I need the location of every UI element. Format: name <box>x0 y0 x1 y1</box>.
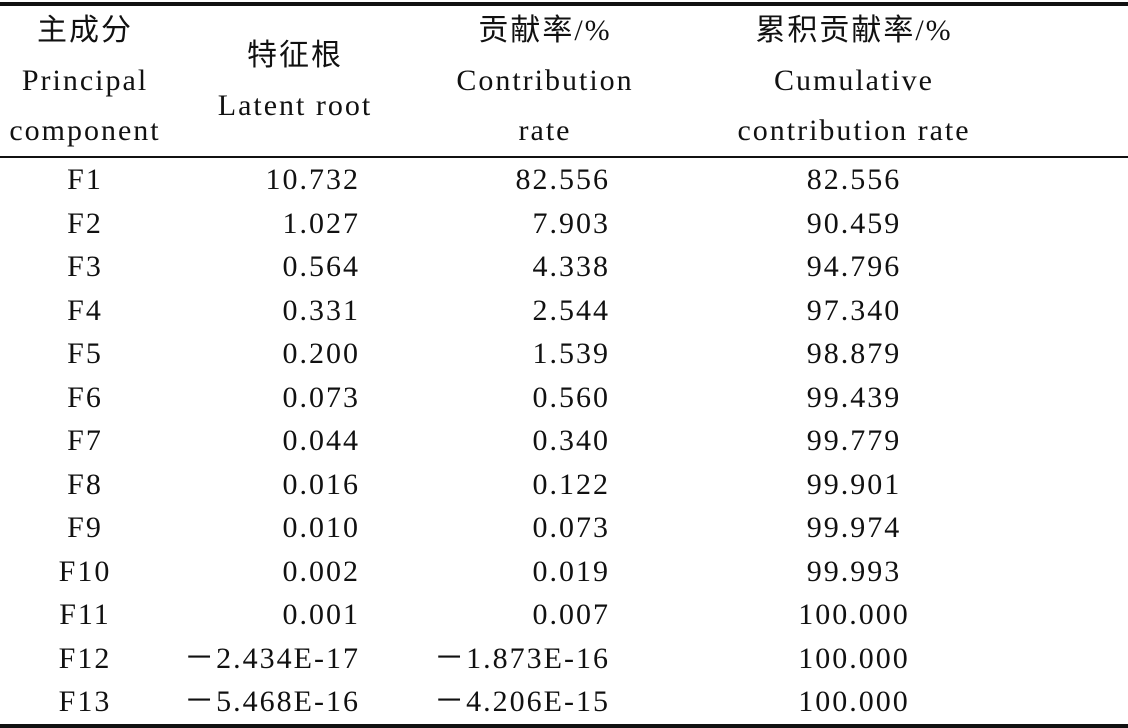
table-cell: 82.556 <box>806 163 902 197</box>
header-line: Contribution <box>456 64 634 97</box>
table-cell: 4.338 <box>532 250 610 284</box>
table-cell: 0.073 <box>282 380 360 414</box>
table-cell: 0.019 <box>532 554 610 588</box>
table-row: F12 －2.434E-17 －1.873E-16 100.000 <box>0 637 1128 681</box>
table-cell: F4 <box>67 293 103 327</box>
header-line: rate <box>518 114 572 147</box>
table-cell: 7.903 <box>532 206 610 240</box>
header-line: contribution rate <box>737 114 971 147</box>
table-cell: 0.560 <box>532 380 610 414</box>
header-line: Principal <box>21 64 149 97</box>
table-cell: 99.901 <box>806 467 902 501</box>
header-row: 主成分 Principal component 特征根 Latent root 贡献率/%… <box>0 4 1128 157</box>
header-line: Cumulative <box>774 64 934 97</box>
table-cell: 0.122 <box>532 467 610 501</box>
table-cell: －2.434E-17 <box>184 641 360 675</box>
table-cell: 2.544 <box>532 293 610 327</box>
table-row: F7 0.044 0.340 99.779 <box>0 419 1128 463</box>
column-header: 累积贡献率/% Cumulative contribution rate <box>670 4 1128 157</box>
column-header: 特征根 Latent root <box>170 4 420 157</box>
table-row: F10 0.002 0.019 99.993 <box>0 550 1128 594</box>
table-cell: 0.016 <box>282 467 360 501</box>
table-cell: F11 <box>59 598 111 632</box>
table-cell: 100.000 <box>798 598 910 632</box>
table-cell: 97.340 <box>806 293 902 327</box>
header-line: 累积贡献率/% <box>755 14 953 47</box>
table-cell: 0.340 <box>532 424 610 458</box>
table-row: F5 0.200 1.539 98.879 <box>0 332 1128 376</box>
table-cell: F6 <box>67 380 103 414</box>
table-cell: 90.459 <box>806 206 902 240</box>
header-line: Latent root <box>217 89 373 122</box>
table-row: F13 －5.468E-16 －4.206E-15 100.000 <box>0 680 1128 726</box>
column-header: 主成分 Principal component <box>0 4 170 157</box>
header-line: 贡献率/% <box>478 14 612 47</box>
table-cell: 10.732 <box>265 163 360 197</box>
table-cell: 99.779 <box>806 424 902 458</box>
table-cell: 82.556 <box>515 163 610 197</box>
table-cell: 0.010 <box>282 511 360 545</box>
table-row: F2 1.027 7.903 90.459 <box>0 202 1128 246</box>
table-cell: －5.468E-16 <box>184 685 360 719</box>
table-row: F6 0.073 0.560 99.439 <box>0 376 1128 420</box>
header-line: 主成分 <box>37 14 133 47</box>
table-row: F4 0.331 2.544 97.340 <box>0 289 1128 333</box>
table-cell: F12 <box>58 641 112 675</box>
table-cell: －4.206E-15 <box>434 685 610 719</box>
table-cell: F3 <box>67 250 103 284</box>
table-cell: 98.879 <box>806 337 902 371</box>
header-line: component <box>9 114 161 147</box>
table-cell: 0.002 <box>282 554 360 588</box>
table-cell: 1.539 <box>532 337 610 371</box>
table-row: F1 10.732 82.556 82.556 <box>0 157 1128 202</box>
table-cell: 100.000 <box>798 641 910 675</box>
table-row: F9 0.010 0.073 99.974 <box>0 506 1128 550</box>
table-cell: F1 <box>67 163 103 197</box>
table-cell: 0.200 <box>282 337 360 371</box>
table-cell: F13 <box>58 685 112 719</box>
table-cell: －1.873E-16 <box>434 641 610 675</box>
table-cell: 99.439 <box>806 380 902 414</box>
table-row: F8 0.016 0.122 99.901 <box>0 463 1128 507</box>
table-cell: F2 <box>67 206 103 240</box>
table-cell: 0.564 <box>282 250 360 284</box>
table-cell: 0.001 <box>282 598 360 632</box>
table-cell: 0.331 <box>282 293 360 327</box>
table-cell: F8 <box>67 467 103 501</box>
table-cell: 100.000 <box>798 685 910 719</box>
table-cell: F5 <box>67 337 103 371</box>
table-cell: F9 <box>67 511 103 545</box>
table-cell: 99.974 <box>806 511 902 545</box>
table-cell: 1.027 <box>282 206 360 240</box>
table-cell: 0.044 <box>282 424 360 458</box>
table-cell: F7 <box>67 424 103 458</box>
table-cell: 0.007 <box>532 598 610 632</box>
column-header: 贡献率/% Contribution rate <box>420 4 670 157</box>
table-cell: 99.993 <box>806 554 902 588</box>
table-row: F11 0.001 0.007 100.000 <box>0 593 1128 637</box>
table-row: F3 0.564 4.338 94.796 <box>0 245 1128 289</box>
header-line: 特征根 <box>247 39 343 72</box>
table-cell: F10 <box>58 554 112 588</box>
table-cell: 0.073 <box>532 511 610 545</box>
table-cell: 94.796 <box>806 250 902 284</box>
